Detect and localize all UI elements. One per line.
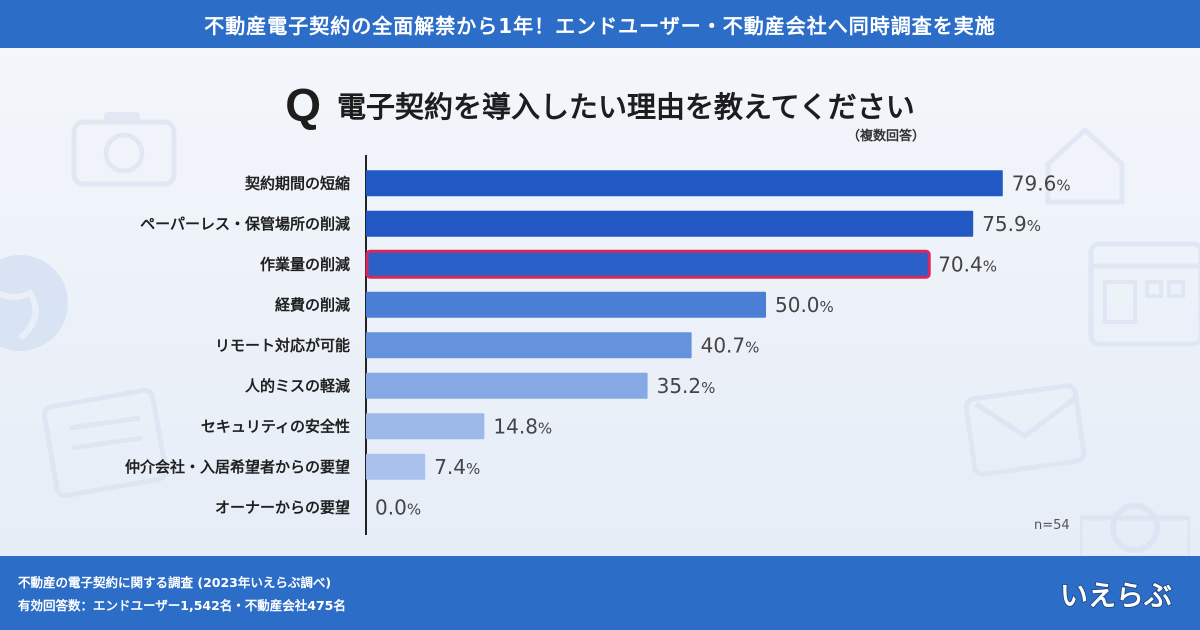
bar: [366, 170, 1003, 197]
category-label: 経費の削減: [275, 296, 350, 314]
value-label: 50.0%: [775, 293, 834, 317]
globe-icon: [0, 255, 68, 351]
bar: [366, 413, 485, 440]
question-mark: Q: [285, 79, 322, 131]
category-label: 作業量の削減: [260, 255, 350, 273]
footer-survey-title: 不動産の電子契約に関する調査 (2023年いえらぶ調べ): [18, 575, 332, 590]
bar: [366, 372, 648, 399]
header-title: 不動産電子契約の全面解禁から1年！エンドユーザー・不動産会社へ同時調査を実施: [204, 13, 996, 38]
header-banner: 不動産電子契約の全面解禁から1年！エンドユーザー・不動産会社へ同時調査を実施: [0, 0, 1200, 48]
value-label: 7.4%: [434, 455, 480, 479]
ierabu-logo: いえらぶ: [1050, 572, 1182, 616]
multiple-answer-note: （複数回答）: [846, 129, 925, 144]
footer-banner: 不動産の電子契約に関する調査 (2023年いえらぶ調べ) 有効回答数：エンドユー…: [0, 556, 1200, 630]
category-label: セキュリティの安全性: [201, 417, 350, 435]
value-label: 40.7%: [701, 333, 760, 357]
bar: [365, 249, 931, 279]
envelope-icon: [963, 383, 1087, 477]
question-heading: Q 電子契約を導入したい理由を教えてください: [0, 82, 1200, 128]
category-label: オーナーからの要望: [215, 498, 350, 516]
value-label: 35.2%: [657, 374, 716, 398]
category-label: 人的ミスの軽減: [245, 377, 350, 395]
value-label: 75.9%: [982, 212, 1041, 236]
value-label: 14.8%: [493, 414, 552, 438]
map-pin-icon: [1080, 503, 1190, 556]
chart-background: [0, 48, 1200, 556]
sample-size-label: n=54: [1034, 518, 1070, 533]
value-label: 0.0%: [375, 495, 421, 519]
bar: [366, 332, 692, 359]
category-label: リモート対応が可能: [215, 336, 350, 354]
question-text: 電子契約を導入したい理由を教えてください: [337, 90, 915, 124]
footer-respondents: 有効回答数：エンドユーザー1,542名・不動産会社475名: [18, 598, 346, 613]
category-label: 契約期間の短縮: [244, 174, 350, 192]
value-label: 70.4%: [938, 252, 997, 276]
document-icon: [41, 388, 169, 498]
value-label: 79.6%: [1012, 171, 1071, 195]
bar: [366, 453, 426, 480]
browser-window-icon: [1088, 241, 1200, 347]
logo-text: いえらぶ: [1060, 579, 1172, 612]
camera-icon: [71, 112, 177, 187]
bar: [366, 210, 974, 237]
category-label: ペーパーレス・保管場所の削減: [140, 215, 350, 233]
bar: [366, 291, 766, 318]
category-label: 仲介会社・入居希望者からの要望: [125, 458, 350, 476]
house-icon: [1045, 126, 1125, 205]
